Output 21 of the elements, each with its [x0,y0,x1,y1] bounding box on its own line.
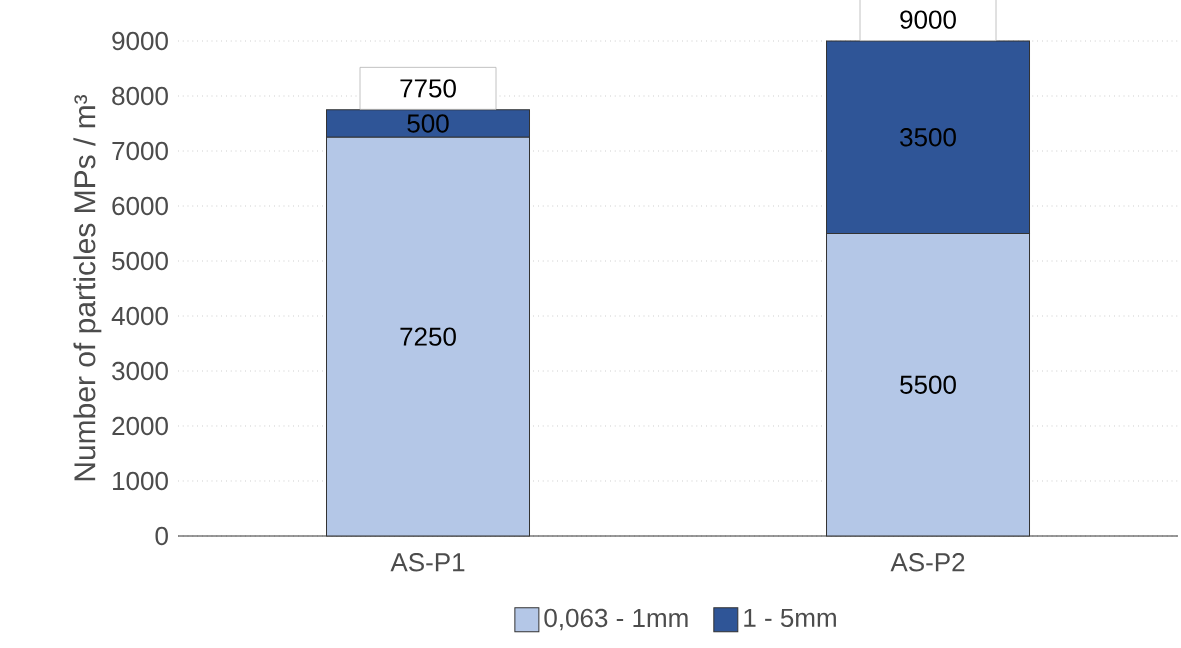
legend-label: 0,063 - 1mm [544,608,688,631]
y-axis-title: Number of particles MPs / m³ [73,94,102,481]
y-tick-label: 2000 [112,416,168,436]
total-label: 7750 [400,79,456,98]
y-tick-label: 3000 [112,361,168,381]
y-tick-label: 1000 [113,471,168,491]
data-label: 7250 [400,327,456,346]
legend-label: 1 - 5mm [744,608,836,628]
x-tick-label: AS-P1 [390,553,465,572]
y-tick-label: 8000 [112,86,168,106]
y-tick-label: 0 [155,526,168,546]
x-tick-label: AS-P2 [890,553,965,572]
y-tick-label: 6000 [112,196,168,216]
total-label: 9000 [900,10,956,29]
y-tick-label: 4000 [111,306,168,326]
data-label: 3500 [900,128,956,147]
y-tick-label: 7000 [112,141,168,161]
y-tick-label: 5000 [112,251,168,271]
data-label: 500 [407,114,449,133]
y-tick-label: 9000 [112,31,168,51]
data-label: 5500 [900,375,956,394]
